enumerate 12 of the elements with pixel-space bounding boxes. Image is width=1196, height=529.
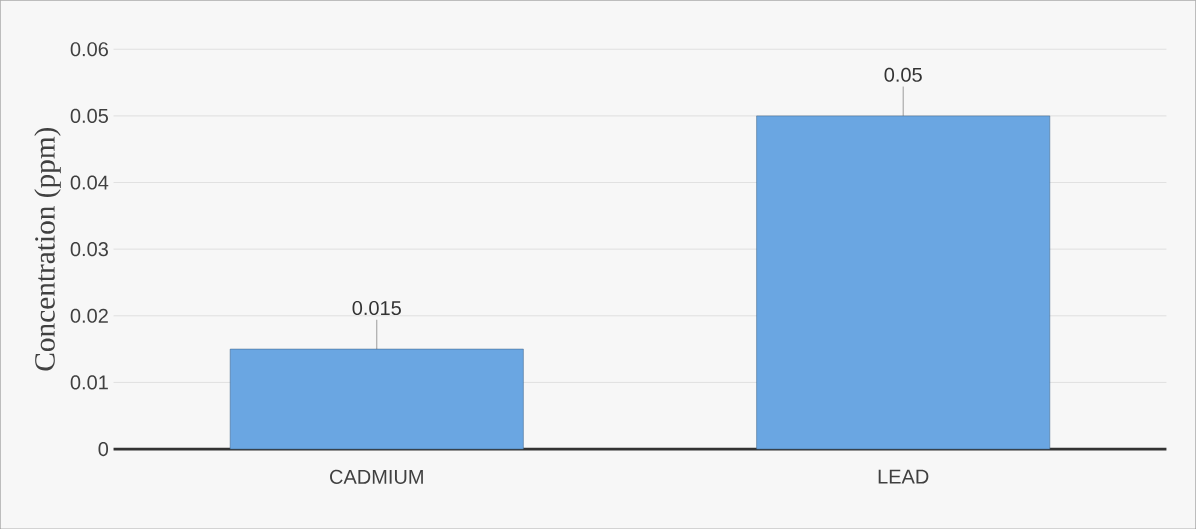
y-tick-label: 0.02 <box>70 308 108 323</box>
x-tick-label: CADMIUM <box>330 469 423 484</box>
y-tick-label: 0.06 <box>70 42 108 57</box>
y-tick-label: 0 <box>98 441 109 456</box>
y-tick-label: 0.01 <box>70 375 108 390</box>
y-axis-title: Concentration (ppm) <box>34 127 61 371</box>
y-tick-label: 0.03 <box>70 241 108 257</box>
data-label: 0.05 <box>884 67 922 82</box>
x-tick-label: LEAD <box>878 469 929 484</box>
y-tick-label: 0.05 <box>70 108 109 123</box>
y-tick-label: 0.04 <box>70 175 109 190</box>
data-label: 0.015 <box>352 300 401 315</box>
